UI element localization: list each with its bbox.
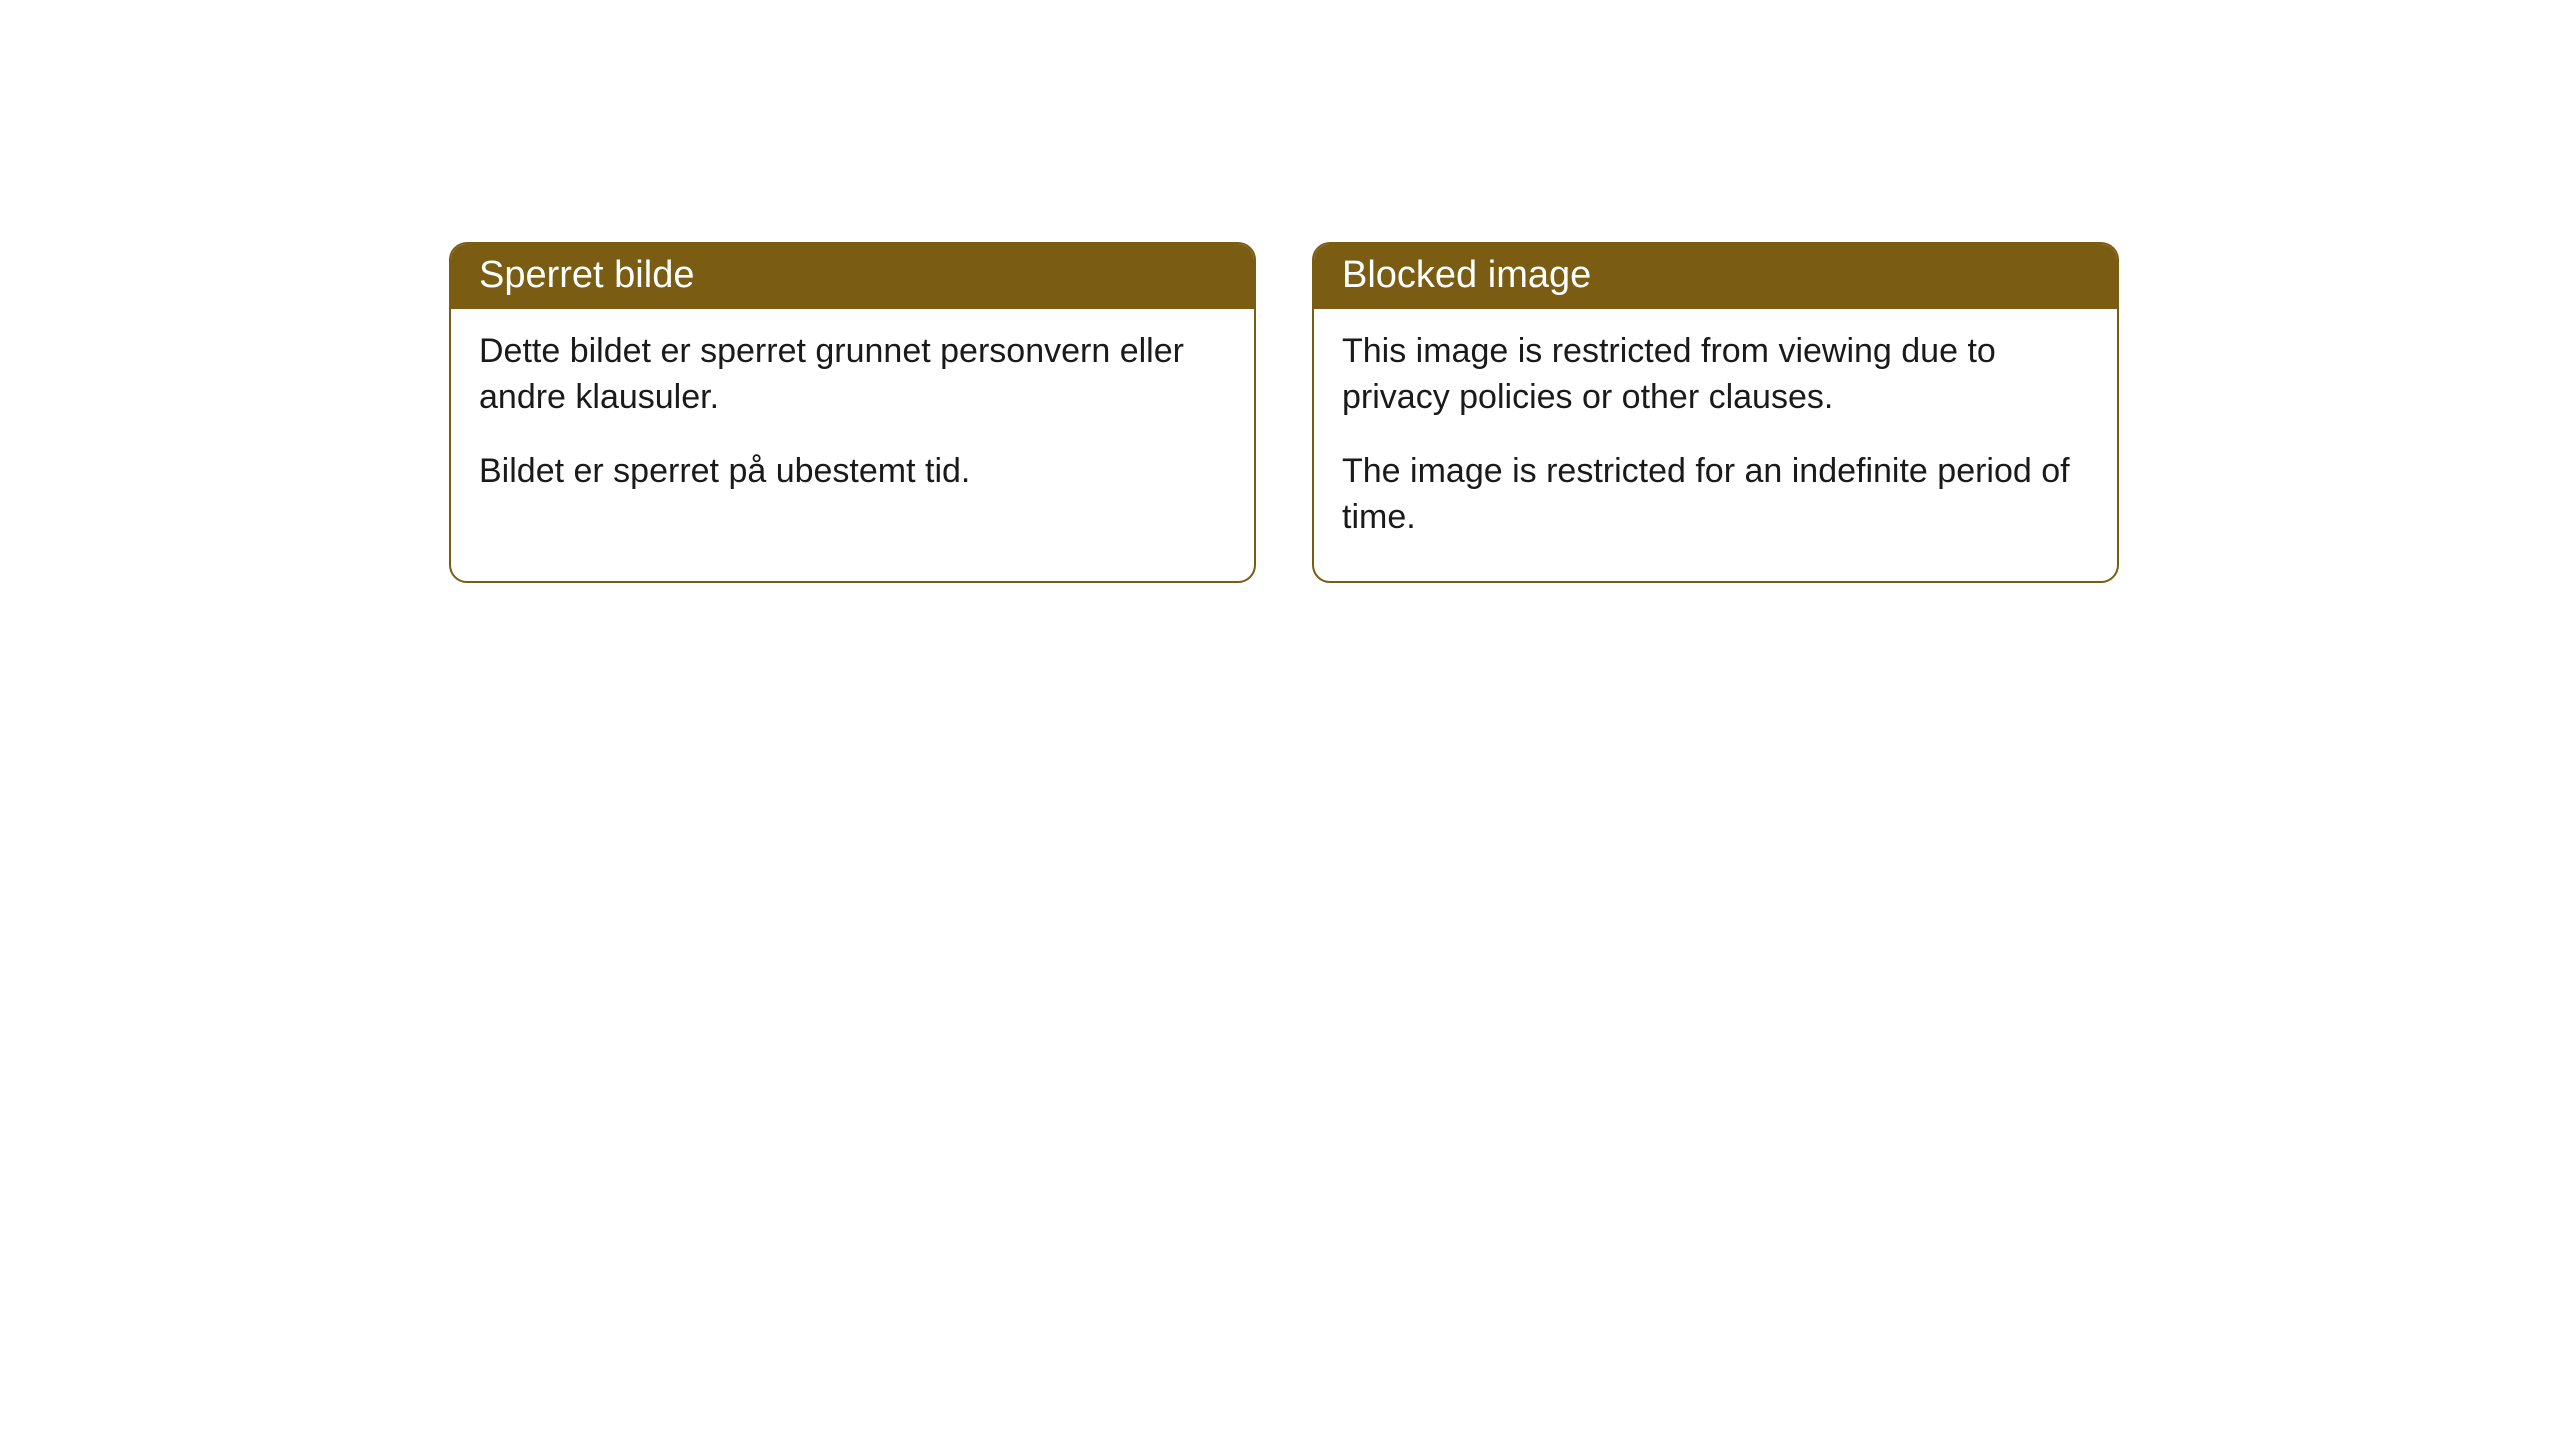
card-body-english: This image is restricted from viewing du… xyxy=(1314,309,2117,581)
blocked-image-card-english: Blocked image This image is restricted f… xyxy=(1312,242,2119,583)
blocked-image-card-norwegian: Sperret bilde Dette bildet er sperret gr… xyxy=(449,242,1256,583)
card-paragraph-2-english: The image is restricted for an indefinit… xyxy=(1342,449,2089,541)
card-body-norwegian: Dette bildet er sperret grunnet personve… xyxy=(451,309,1254,535)
cards-container: Sperret bilde Dette bildet er sperret gr… xyxy=(449,242,2119,583)
card-paragraph-1-norwegian: Dette bildet er sperret grunnet personve… xyxy=(479,329,1226,421)
card-paragraph-1-english: This image is restricted from viewing du… xyxy=(1342,329,2089,421)
card-header-norwegian: Sperret bilde xyxy=(451,244,1254,309)
card-header-english: Blocked image xyxy=(1314,244,2117,309)
card-paragraph-2-norwegian: Bildet er sperret på ubestemt tid. xyxy=(479,449,1226,495)
